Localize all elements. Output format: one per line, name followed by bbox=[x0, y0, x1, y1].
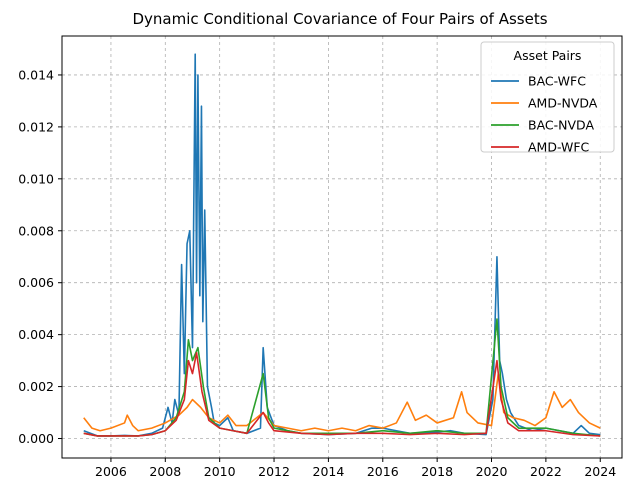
legend: Asset Pairs BAC-WFC AMD-NVDA BAC-NVDA AMD-WF… bbox=[480, 41, 615, 155]
x-tick-label: 2022 bbox=[530, 464, 562, 479]
legend-label-amd-nvda: AMD-NVDA bbox=[528, 96, 598, 111]
y-tick-label: 0.012 bbox=[18, 119, 54, 134]
x-tick-label: 2024 bbox=[584, 464, 616, 479]
y-tick-label: 0.006 bbox=[18, 275, 54, 290]
series-line-amd-wfc bbox=[83, 352, 601, 437]
x-tick-label: 2006 bbox=[95, 464, 127, 479]
x-tick-label: 2010 bbox=[204, 464, 236, 479]
x-tick-label: 2008 bbox=[149, 464, 181, 479]
y-tick-label: 0.004 bbox=[18, 327, 54, 342]
series-line-bac-nvda bbox=[83, 318, 601, 437]
x-tick-label: 2014 bbox=[313, 464, 345, 479]
plot-frame bbox=[61, 35, 623, 459]
x-tick-label: 2018 bbox=[421, 464, 453, 479]
series-layer bbox=[83, 53, 601, 437]
legend-label-amd-wfc: AMD-WFC bbox=[528, 140, 590, 155]
y-tick-label: 0.014 bbox=[18, 67, 54, 82]
y-tick-label: 0.010 bbox=[18, 171, 54, 186]
y-tick-label: 0.008 bbox=[18, 223, 54, 238]
y-tick-label: 0.002 bbox=[18, 379, 54, 394]
y-tick-label: 0.000 bbox=[18, 431, 54, 446]
axis-layer: 2006 2008 2010 2012 2014 2016 2018 2020 2022 2024… bbox=[18, 67, 616, 479]
legend-title: Asset Pairs bbox=[514, 48, 582, 63]
legend-label-bac-nvda: BAC-NVDA bbox=[528, 118, 594, 133]
x-tick-label: 2016 bbox=[367, 464, 399, 479]
x-tick-label: 2020 bbox=[476, 464, 508, 479]
series-line-amd-nvda bbox=[83, 372, 601, 432]
legend-label-bac-wfc: BAC-WFC bbox=[528, 74, 586, 89]
chart-title: Dynamic Conditional Covariance of Four P… bbox=[132, 10, 547, 28]
grid-layer bbox=[62, 36, 622, 458]
x-tick-label: 2012 bbox=[258, 464, 290, 479]
